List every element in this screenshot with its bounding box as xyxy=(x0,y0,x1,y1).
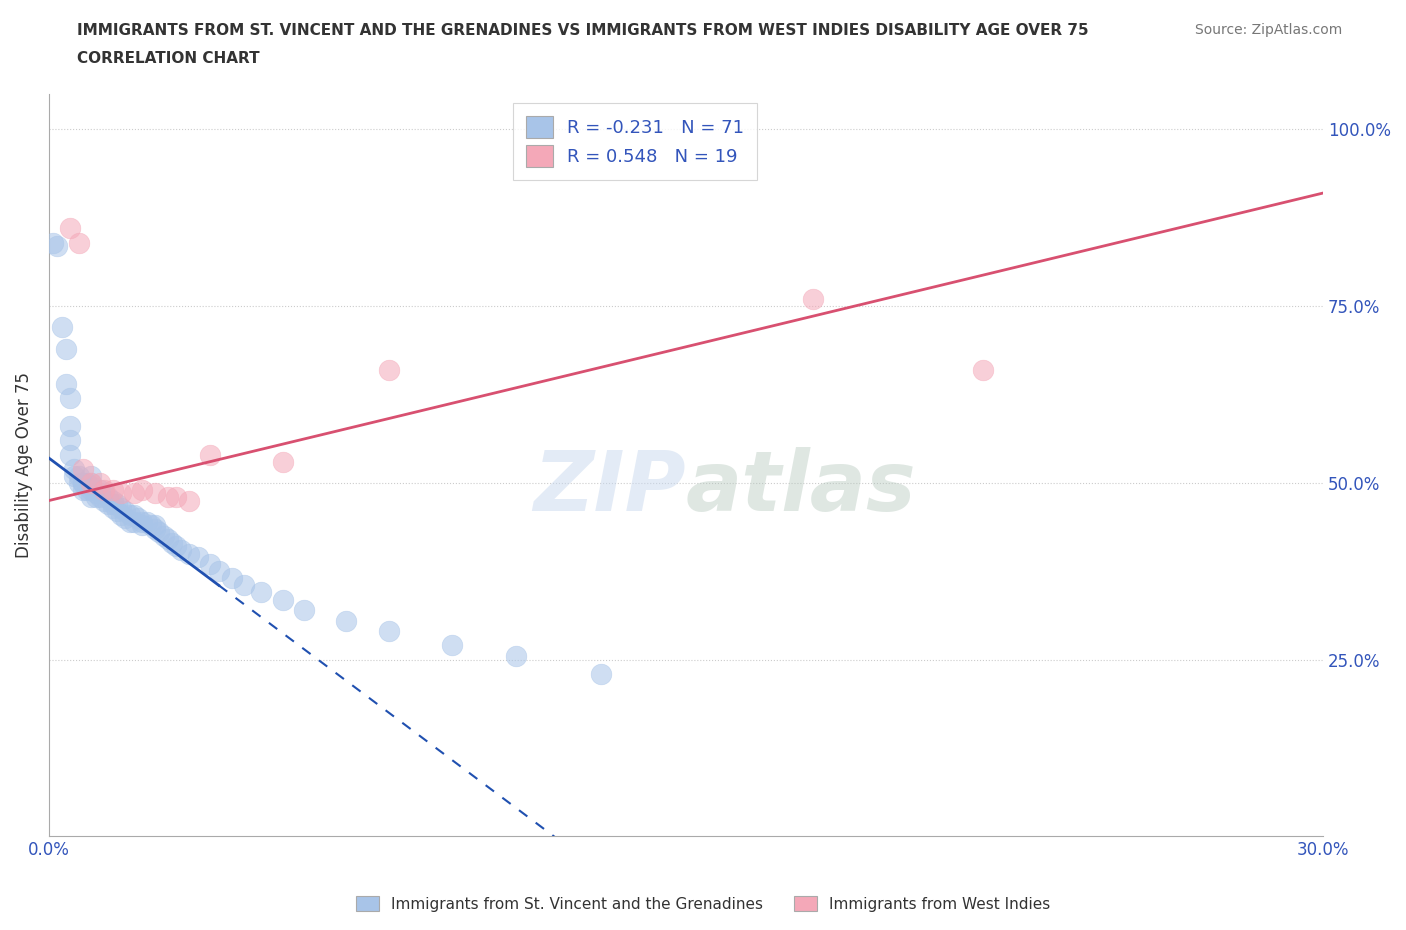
Point xyxy=(59,418,82,433)
Point xyxy=(93,483,115,498)
Point xyxy=(93,486,115,501)
Point xyxy=(165,489,187,504)
Point xyxy=(89,483,111,498)
Point xyxy=(72,475,94,490)
Point xyxy=(972,363,994,378)
Point xyxy=(118,514,141,529)
Point xyxy=(110,507,132,522)
Text: atlas: atlas xyxy=(686,447,917,528)
Point xyxy=(114,511,136,525)
Point xyxy=(89,489,111,504)
Point xyxy=(42,235,65,250)
Point xyxy=(84,486,107,501)
Point xyxy=(377,624,399,639)
Point xyxy=(591,666,613,681)
Point xyxy=(179,546,201,561)
Point xyxy=(118,507,141,522)
Point xyxy=(803,292,825,307)
Point xyxy=(67,475,90,490)
Point xyxy=(80,479,103,494)
Point xyxy=(131,483,153,498)
Point xyxy=(80,475,103,490)
Point xyxy=(101,493,124,508)
Point xyxy=(51,320,73,335)
Point xyxy=(101,500,124,515)
Point xyxy=(208,564,231,578)
Point xyxy=(377,363,399,378)
Point xyxy=(335,613,357,628)
Point xyxy=(200,447,222,462)
Point xyxy=(97,497,120,512)
Point xyxy=(169,542,191,557)
Point xyxy=(59,221,82,236)
Point xyxy=(143,518,166,533)
Point xyxy=(105,497,128,512)
Point xyxy=(84,489,107,504)
Point xyxy=(187,550,209,565)
Point xyxy=(67,469,90,484)
Point xyxy=(63,461,86,476)
Point xyxy=(101,497,124,512)
Point xyxy=(122,514,145,529)
Point xyxy=(250,585,273,600)
Point xyxy=(160,536,183,551)
Text: CORRELATION CHART: CORRELATION CHART xyxy=(77,51,260,66)
Point xyxy=(165,539,187,554)
Point xyxy=(72,483,94,498)
Point xyxy=(139,518,162,533)
Point xyxy=(46,239,69,254)
Point xyxy=(59,447,82,462)
Point xyxy=(156,532,179,547)
Point xyxy=(67,235,90,250)
Point xyxy=(93,493,115,508)
Point xyxy=(80,489,103,504)
Point xyxy=(122,486,145,501)
Point xyxy=(122,507,145,522)
Point xyxy=(505,648,527,663)
Point xyxy=(89,475,111,490)
Y-axis label: Disability Age Over 75: Disability Age Over 75 xyxy=(15,372,32,558)
Point xyxy=(59,391,82,405)
Point xyxy=(156,489,179,504)
Point xyxy=(127,511,149,525)
Point xyxy=(110,500,132,515)
Point xyxy=(63,469,86,484)
Point xyxy=(271,592,294,607)
Point xyxy=(131,518,153,533)
Point xyxy=(110,486,132,501)
Legend: Immigrants from St. Vincent and the Grenadines, Immigrants from West Indies: Immigrants from St. Vincent and the Gren… xyxy=(350,889,1056,918)
Point xyxy=(101,483,124,498)
Point xyxy=(441,638,464,653)
Point xyxy=(143,486,166,501)
Point xyxy=(135,514,157,529)
Point xyxy=(233,578,256,592)
Point xyxy=(80,475,103,490)
Point xyxy=(221,571,243,586)
Point xyxy=(152,528,174,543)
Point xyxy=(72,461,94,476)
Text: IMMIGRANTS FROM ST. VINCENT AND THE GRENADINES VS IMMIGRANTS FROM WEST INDIES DI: IMMIGRANTS FROM ST. VINCENT AND THE GREN… xyxy=(77,23,1090,38)
Legend: R = -0.231   N = 71, R = 0.548   N = 19: R = -0.231 N = 71, R = 0.548 N = 19 xyxy=(513,103,756,179)
Point xyxy=(59,433,82,448)
Point xyxy=(55,341,77,356)
Point xyxy=(105,504,128,519)
Point xyxy=(80,483,103,498)
Point xyxy=(179,493,201,508)
Point xyxy=(271,454,294,469)
Point xyxy=(76,475,98,490)
Point xyxy=(80,469,103,484)
Point xyxy=(114,504,136,519)
Point xyxy=(55,377,77,392)
Point xyxy=(143,522,166,537)
Point xyxy=(72,475,94,490)
Text: Source: ZipAtlas.com: Source: ZipAtlas.com xyxy=(1195,23,1343,37)
Point xyxy=(292,603,315,618)
Text: ZIP: ZIP xyxy=(533,447,686,528)
Point xyxy=(76,483,98,498)
Point xyxy=(97,489,120,504)
Point xyxy=(200,557,222,572)
Point xyxy=(131,514,153,529)
Point xyxy=(148,525,170,539)
